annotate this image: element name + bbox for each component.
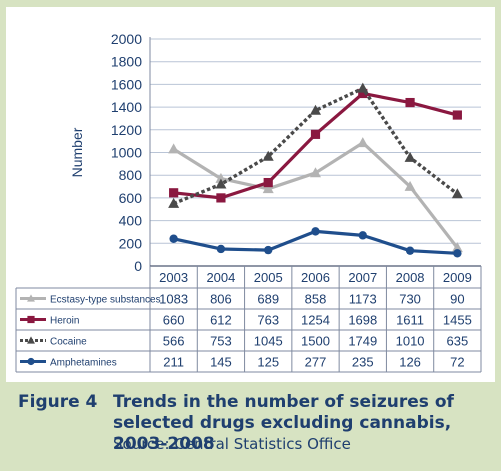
line-chart: 0 200 400 600 800 1000 1200 1400 1600 1800 2000 Num…: [15, 31, 482, 373]
data-point: [451, 242, 463, 253]
data-point: [310, 104, 321, 115]
x-tick-label: 2003: [159, 270, 188, 285]
table-cell-value: 1611: [396, 313, 424, 328]
data-point: [216, 244, 226, 254]
plot-panel: 0 200 400 600 800 1000 1200 1400 1600 1800 2000 Num…: [6, 7, 495, 382]
table-cell-value: 1698: [348, 313, 377, 328]
data-point: [264, 245, 273, 255]
figure-title: Trends in the number of seizures of sele…: [113, 392, 454, 454]
table-cell-value: 235: [352, 355, 374, 370]
x-tick-label: 2005: [254, 270, 283, 285]
x-tick-label: 2006: [301, 270, 330, 285]
legend-marker: [27, 357, 35, 366]
data-point: [216, 193, 226, 203]
data-point: [405, 246, 415, 255]
table-cell-value: 730: [399, 292, 421, 307]
table-cell-value: 1010: [396, 334, 425, 349]
x-tick-label: 2008: [396, 270, 425, 285]
data-point: [404, 180, 416, 191]
y-tick-label: 1400: [111, 99, 142, 115]
table-cell-value: 858: [305, 292, 327, 307]
data-point: [311, 227, 320, 236]
data-point: [452, 110, 462, 120]
y-tick-label: 0: [134, 258, 142, 274]
legend-marker: [27, 336, 35, 344]
y-tick-label: 1200: [111, 122, 142, 138]
data-point: [405, 97, 415, 108]
table-cell-value: 1045: [254, 334, 283, 349]
table-cell-value: 90: [450, 292, 464, 307]
y-tick-label: 400: [119, 213, 143, 229]
y-tick-label: 800: [119, 167, 143, 183]
table-cell-value: 806: [210, 292, 232, 307]
legend-marker: [27, 315, 35, 324]
y-tick-label: 200: [119, 235, 143, 251]
table-cell-value: 277: [305, 355, 327, 370]
figure-source: Source: Central Statistics Office: [113, 435, 351, 453]
table-cell-value: 635: [447, 334, 469, 349]
data-point: [169, 234, 178, 243]
data-point: [215, 172, 227, 183]
data-point: [358, 88, 368, 99]
data-point: [262, 150, 274, 161]
data-point: [310, 167, 321, 178]
data-point: [168, 143, 180, 154]
data-point: [262, 183, 274, 194]
data-point: [357, 82, 369, 93]
y-axis-title: Number: [69, 127, 85, 177]
table-cell-value: 689: [257, 292, 279, 307]
data-point: [169, 188, 179, 198]
table-cell-value: 763: [257, 313, 279, 328]
table-cell-value: 211: [163, 355, 184, 370]
data-point: [453, 249, 462, 258]
legend-label: Cocaine: [50, 337, 87, 348]
y-tick-label: 1000: [111, 145, 142, 161]
table-cell-value: 72: [450, 355, 464, 370]
y-tick-label: 1800: [111, 54, 142, 70]
data-point: [451, 188, 463, 199]
y-tick-label: 1600: [111, 76, 142, 92]
table-cell-value: 1083: [159, 292, 188, 307]
table-cell-value: 612: [210, 313, 232, 328]
data-point: [263, 177, 273, 188]
table-cell-value: 660: [163, 313, 185, 328]
y-tick-label: 2000: [111, 31, 142, 47]
table-cell-value: 1173: [349, 292, 377, 307]
legend-label: Heroin: [50, 316, 79, 327]
data-point: [404, 151, 416, 162]
table-cell-value: 566: [163, 334, 185, 349]
x-tick-label: 2009: [443, 270, 472, 285]
table-cell-value: 145: [210, 355, 232, 370]
data-point: [168, 197, 180, 208]
legend-label: Amphetamines: [50, 358, 117, 369]
legend-marker: [27, 294, 35, 302]
data-point: [358, 231, 367, 240]
x-tick-label: 2007: [348, 270, 377, 285]
table-cell-value: 126: [399, 355, 421, 370]
y-tick-label: 600: [119, 190, 143, 206]
table-cell-value: 1455: [443, 313, 472, 328]
data-point: [310, 129, 321, 139]
data-point: [357, 137, 369, 148]
table-cell-value: 1500: [301, 334, 330, 349]
data-point: [215, 178, 227, 189]
table-cell-value: 1254: [301, 313, 330, 328]
table-cell-value: 1749: [348, 334, 377, 349]
figure-label: Figure 4: [18, 392, 98, 412]
table-cell-value: 753: [210, 334, 232, 349]
table-cell-value: 125: [257, 355, 279, 370]
legend-label: Ecstasy-type substances: [50, 295, 161, 306]
x-tick-label: 2004: [206, 270, 235, 285]
